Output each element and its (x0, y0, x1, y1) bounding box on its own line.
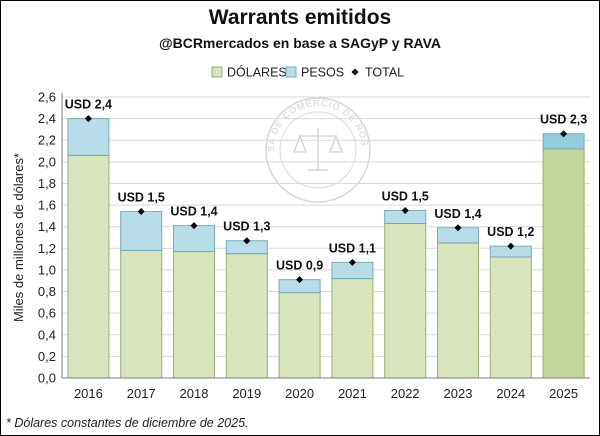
total-marker-2020 (296, 276, 304, 284)
y-tick-label: 2,0 (38, 154, 56, 169)
total-marker-2018 (190, 222, 198, 230)
legend-pesos-label: PESOS (301, 66, 344, 80)
y-tick-label: 0,0 (38, 371, 56, 386)
y-axis-title: Miles de millones de dólares* (11, 153, 26, 322)
bar-pesos-2018 (173, 225, 215, 253)
bar-dolares-2016 (67, 154, 110, 379)
y-tick-label: 2,4 (38, 111, 56, 126)
x-tick-label-2024: 2024 (496, 386, 525, 401)
data-label-2019: USD 1,3 (223, 220, 270, 234)
y-tick-label: 1,4 (38, 219, 56, 234)
bar-dolares-2020 (278, 292, 321, 379)
total-marker-2021 (348, 258, 356, 266)
y-tick-label: 1,2 (38, 241, 56, 256)
total-marker-2025 (560, 130, 568, 138)
y-tick-label: 1,8 (38, 176, 56, 191)
y-tick-label: 0,2 (38, 349, 56, 364)
data-label-2023: USD 1,4 (434, 207, 481, 221)
bar-pesos-2017 (120, 211, 163, 251)
total-marker-2019 (243, 237, 251, 245)
legend-dolares-label: DÓLARES (227, 65, 287, 80)
bar-dolares-2019 (225, 253, 268, 379)
x-tick-label-2017: 2017 (127, 386, 156, 401)
chart-title: Warrants emitidos (208, 6, 392, 29)
total-marker-2024 (507, 242, 515, 250)
y-tick-label: 0,8 (38, 284, 56, 299)
y-tick-label: 2,2 (38, 133, 56, 148)
bar-pesos-2016 (67, 118, 110, 156)
footnote: * Dólares constantes de diciembre de 202… (6, 416, 249, 430)
y-tick-label: 0,4 (38, 327, 56, 342)
bar-dolares-2018 (173, 251, 215, 379)
data-label-2016: USD 2,4 (65, 98, 112, 112)
x-tick-label-2016: 2016 (74, 386, 103, 401)
y-tick-label: 2,6 (38, 90, 56, 105)
x-tick-label-2025: 2025 (549, 386, 578, 401)
x-tick-label-2018: 2018 (180, 386, 209, 401)
bar-dolares-2017 (120, 249, 163, 379)
total-marker-2016 (84, 115, 92, 123)
legend-dolares-swatch (211, 66, 223, 78)
bar-dolares-2025 (542, 148, 585, 379)
x-tick-label-2021: 2021 (338, 386, 367, 401)
legend-pesos-swatch (285, 66, 297, 78)
x-tick-label-2023: 2023 (444, 386, 473, 401)
chart-subtitle: @BCRmercados en base a SAGyP y RAVA (158, 35, 442, 51)
legend-total-swatch (351, 68, 359, 76)
total-marker-2022 (401, 206, 409, 214)
data-label-2024: USD 1,2 (487, 225, 534, 239)
x-tick-label-2019: 2019 (232, 386, 261, 401)
total-marker-2023 (454, 224, 462, 232)
total-marker-2017 (137, 208, 145, 216)
data-label-2021: USD 1,1 (329, 241, 376, 255)
data-label-2018: USD 1,4 (170, 205, 217, 219)
y-tick-label: 1,0 (38, 262, 56, 277)
bar-dolares-2021 (331, 278, 374, 379)
y-tick-label: 0,6 (38, 306, 56, 321)
x-tick-label-2022: 2022 (391, 386, 420, 401)
data-label-2017: USD 1,5 (118, 191, 165, 205)
x-tick-label-2020: 2020 (285, 386, 314, 401)
bar-dolares-2023 (437, 242, 479, 379)
bar-dolares-2022 (384, 222, 427, 379)
data-label-2020: USD 0,9 (276, 259, 323, 273)
data-label-2025: USD 2,3 (540, 113, 587, 127)
y-tick-label: 1,6 (38, 198, 56, 213)
legend-total-label: TOTAL (365, 66, 404, 80)
scales-icon (292, 128, 344, 171)
bar-dolares-2024 (489, 256, 532, 379)
data-label-2022: USD 1,5 (382, 189, 429, 203)
